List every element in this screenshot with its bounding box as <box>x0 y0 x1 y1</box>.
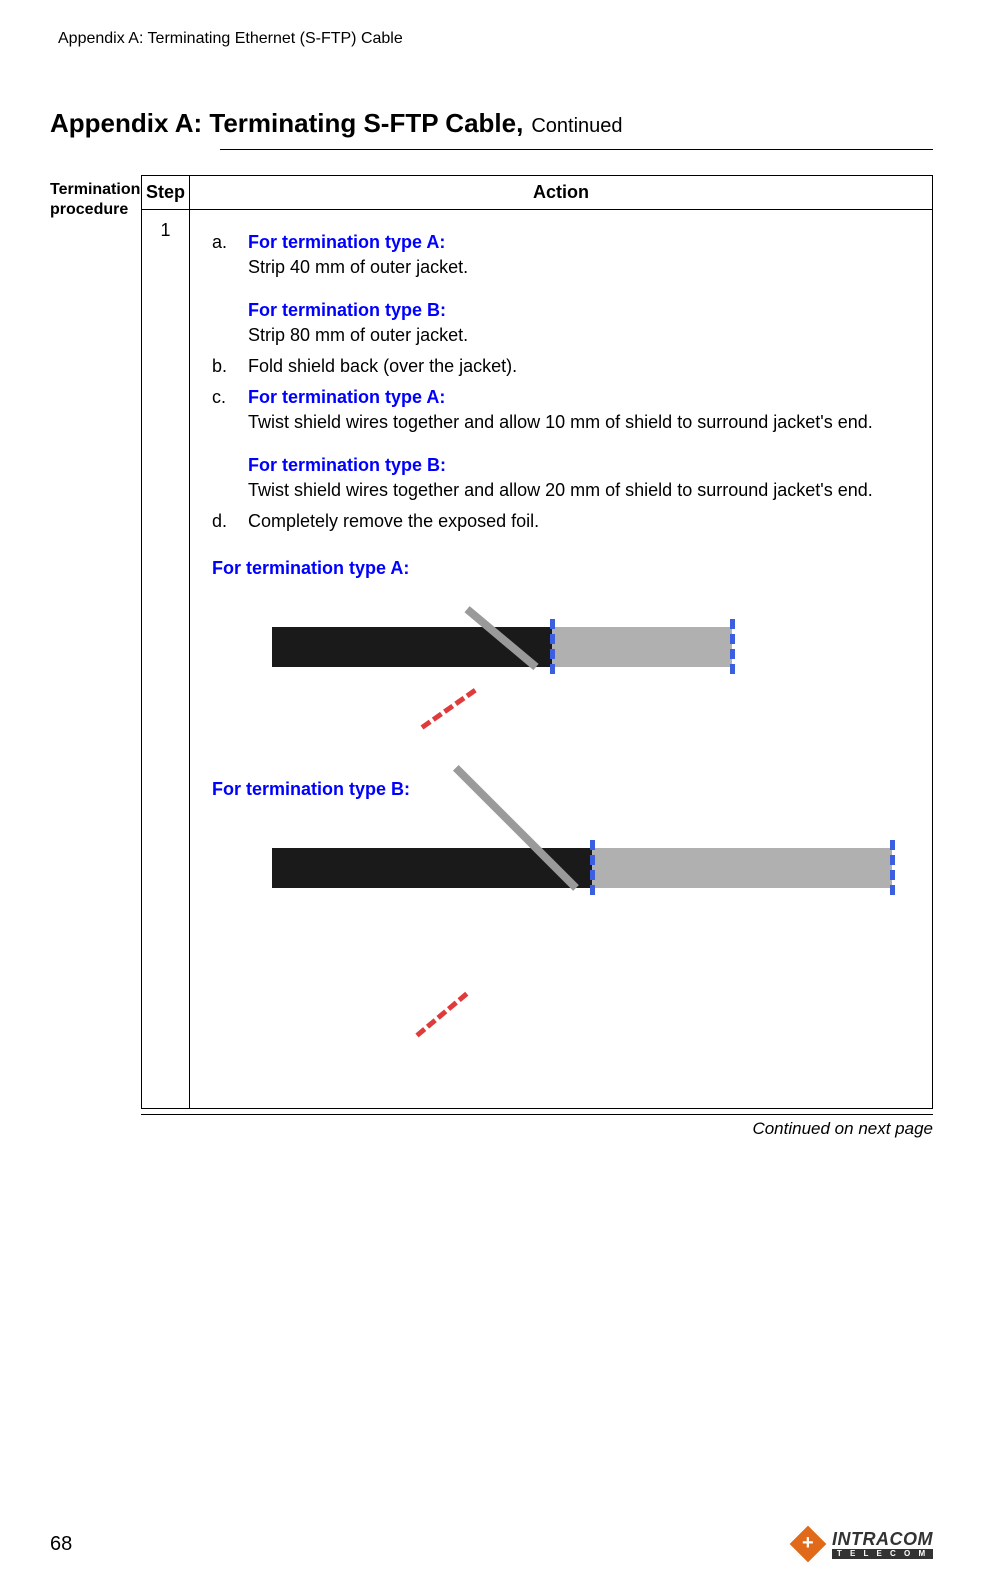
page-number: 68 <box>50 1533 72 1556</box>
diagram-a <box>272 597 912 757</box>
diagram-b <box>272 818 912 1088</box>
divider-bottom <box>141 1114 933 1115</box>
a-title-2: For termination type B: <box>248 300 912 321</box>
marker-d: d. <box>212 511 248 536</box>
procedure-table: Step Action 1 a. For termination type A: <box>141 175 933 1109</box>
divider-top <box>220 149 933 150</box>
content-row: Termination procedure Step Action 1 a. <box>50 175 933 1139</box>
table-row: 1 a. For termination type A: Strip 40 mm… <box>141 210 932 1109</box>
table-wrap: Step Action 1 a. For termination type A: <box>141 175 933 1139</box>
c-body-2: Twist shield wires together and allow 20… <box>248 480 912 501</box>
title-suffix: Continued <box>531 115 622 138</box>
c-title-2: For termination type B: <box>248 455 912 476</box>
caption-b: For termination type B: <box>212 779 912 800</box>
main-title: Appendix A: Terminating S-FTP Cable, <box>50 108 523 139</box>
main-title-row: Appendix A: Terminating S-FTP Cable, Con… <box>50 108 933 139</box>
a-body-2: Strip 80 mm of outer jacket. <box>248 325 912 346</box>
d-body: Completely remove the exposed foil. <box>248 511 912 532</box>
action-list: a. For termination type A: Strip 40 mm o… <box>212 232 912 536</box>
logo-icon: + <box>790 1526 826 1562</box>
marker-a: a. <box>212 232 248 350</box>
continued-next: Continued on next page <box>141 1119 933 1139</box>
c-body-1: Twist shield wires together and allow 10… <box>248 412 912 433</box>
marker-c: c. <box>212 387 248 505</box>
b-body: Fold shield back (over the jacket). <box>248 356 912 377</box>
col-action: Action <box>190 176 933 210</box>
logo-main: INTRACOM <box>832 1530 933 1548</box>
caption-a: For termination type A: <box>212 558 912 579</box>
step-number: 1 <box>141 210 189 1109</box>
logo-sub: T E L E C O M <box>832 1549 933 1559</box>
sidebar-label: Termination procedure <box>50 175 141 220</box>
a-body-1: Strip 40 mm of outer jacket. <box>248 257 912 278</box>
marker-b: b. <box>212 356 248 381</box>
c-title-1: For termination type A: <box>248 387 912 408</box>
action-cell: a. For termination type A: Strip 40 mm o… <box>190 210 933 1109</box>
logo: + INTRACOM T E L E C O M <box>790 1526 933 1562</box>
a-title-1: For termination type A: <box>248 232 912 253</box>
col-step: Step <box>141 176 189 210</box>
footer: 68 + INTRACOM T E L E C O M <box>50 1526 933 1562</box>
page-header: Appendix A: Terminating Ethernet (S-FTP)… <box>58 30 933 48</box>
